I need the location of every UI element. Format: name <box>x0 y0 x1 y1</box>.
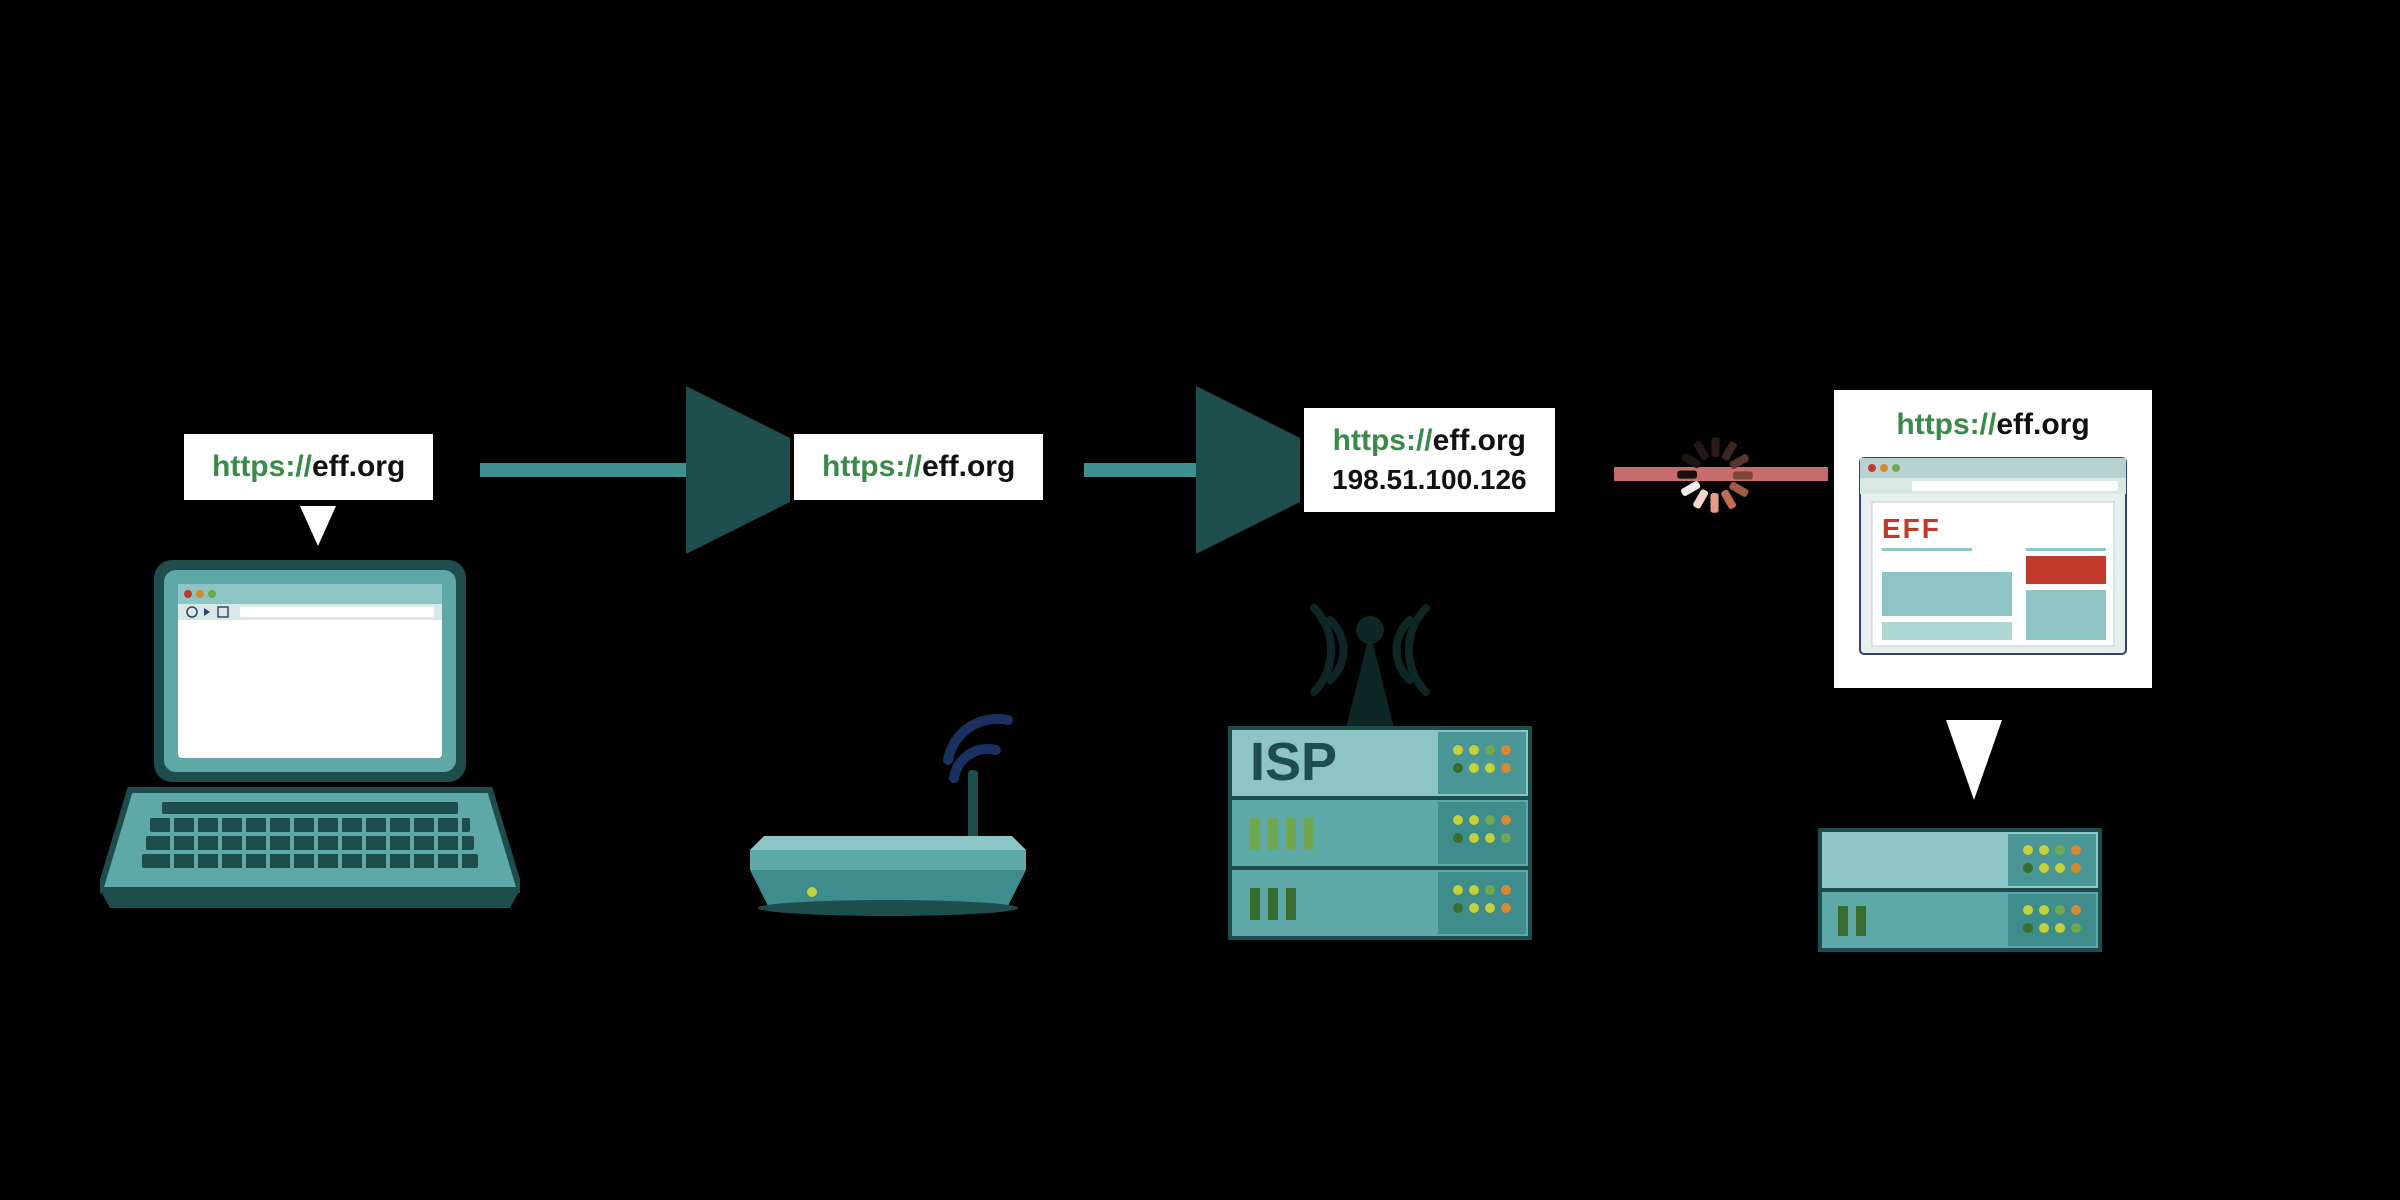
router-icon <box>730 700 1060 940</box>
loading-spinner-icon <box>1670 430 1760 520</box>
bubble-pointer-server <box>1946 720 2002 800</box>
isp-label: ISP <box>1250 732 1337 792</box>
url-protocol: https: <box>212 450 295 483</box>
resolved-ip: 198.51.100.126 <box>1332 464 1527 496</box>
website-preview-icon: EFF <box>1858 456 2128 656</box>
url-domain: eff.org <box>312 450 405 483</box>
url-bubble-isp: https://eff.org 198.51.100.126 <box>1300 404 1559 516</box>
url-bubble-server: https://eff.org EFF <box>1830 386 2156 692</box>
eff-logo: EFF <box>1882 513 1941 544</box>
laptop-icon <box>100 550 520 930</box>
url-bubble-laptop: https://eff.org <box>180 430 437 504</box>
isp-server-icon: ISP <box>1210 560 1550 960</box>
bubble-pointer-laptop <box>300 506 336 546</box>
destination-server-icon <box>1810 820 2110 970</box>
url-bubble-router: https://eff.org <box>790 430 1047 504</box>
url-slashes: // <box>295 450 312 483</box>
